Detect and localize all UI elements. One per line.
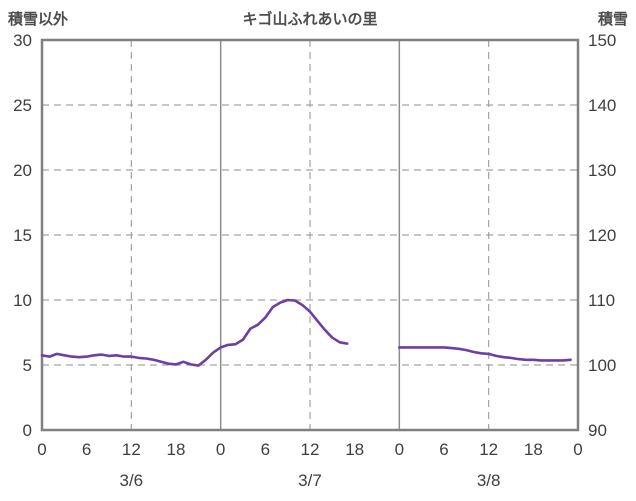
plot-border [40,38,580,432]
svg-text:25: 25 [13,96,32,115]
svg-text:140: 140 [588,96,616,115]
svg-text:0: 0 [395,440,404,459]
right-axis-tick-labels: 90 100 110 120 130 140 150 [588,31,616,440]
svg-text:5: 5 [23,356,32,375]
svg-text:3/6: 3/6 [120,471,144,490]
svg-text:10: 10 [13,291,32,310]
svg-text:110: 110 [588,291,615,310]
left-axis-title: 積雪以外 [8,11,69,28]
svg-text:30: 30 [13,31,32,50]
svg-text:90: 90 [588,421,607,440]
svg-text:150: 150 [588,31,616,50]
svg-text:0: 0 [37,440,46,459]
svg-text:12: 12 [122,440,141,459]
svg-text:120: 120 [588,226,616,245]
left-axis-tick-labels: 0 5 10 15 20 25 30 [13,31,32,440]
svg-text:0: 0 [573,440,582,459]
svg-text:18: 18 [345,440,364,459]
svg-text:3/7: 3/7 [298,471,322,490]
svg-text:12: 12 [479,440,498,459]
svg-text:100: 100 [588,356,616,375]
series-line-snow-depth [397,346,572,362]
series-line-snow-depth [40,298,349,367]
svg-text:15: 15 [13,226,32,245]
svg-text:18: 18 [167,440,186,459]
svg-text:0: 0 [23,421,32,440]
svg-text:6: 6 [439,440,448,459]
gridlines [42,40,578,430]
svg-text:130: 130 [588,161,616,180]
hour-tick-labels: 0 6 12 18 0 6 12 18 0 6 12 18 0 [37,440,582,459]
svg-text:18: 18 [524,440,543,459]
svg-text:0: 0 [216,440,225,459]
right-axis-title: 積雪 [597,11,628,28]
svg-text:12: 12 [301,440,320,459]
svg-text:6: 6 [82,440,91,459]
date-labels: 3/6 3/7 3/8 [120,471,501,490]
svg-text:6: 6 [261,440,270,459]
chart-title: キゴ山ふれあいの里 [242,11,378,28]
svg-text:3/8: 3/8 [477,471,501,490]
svg-text:20: 20 [13,161,32,180]
